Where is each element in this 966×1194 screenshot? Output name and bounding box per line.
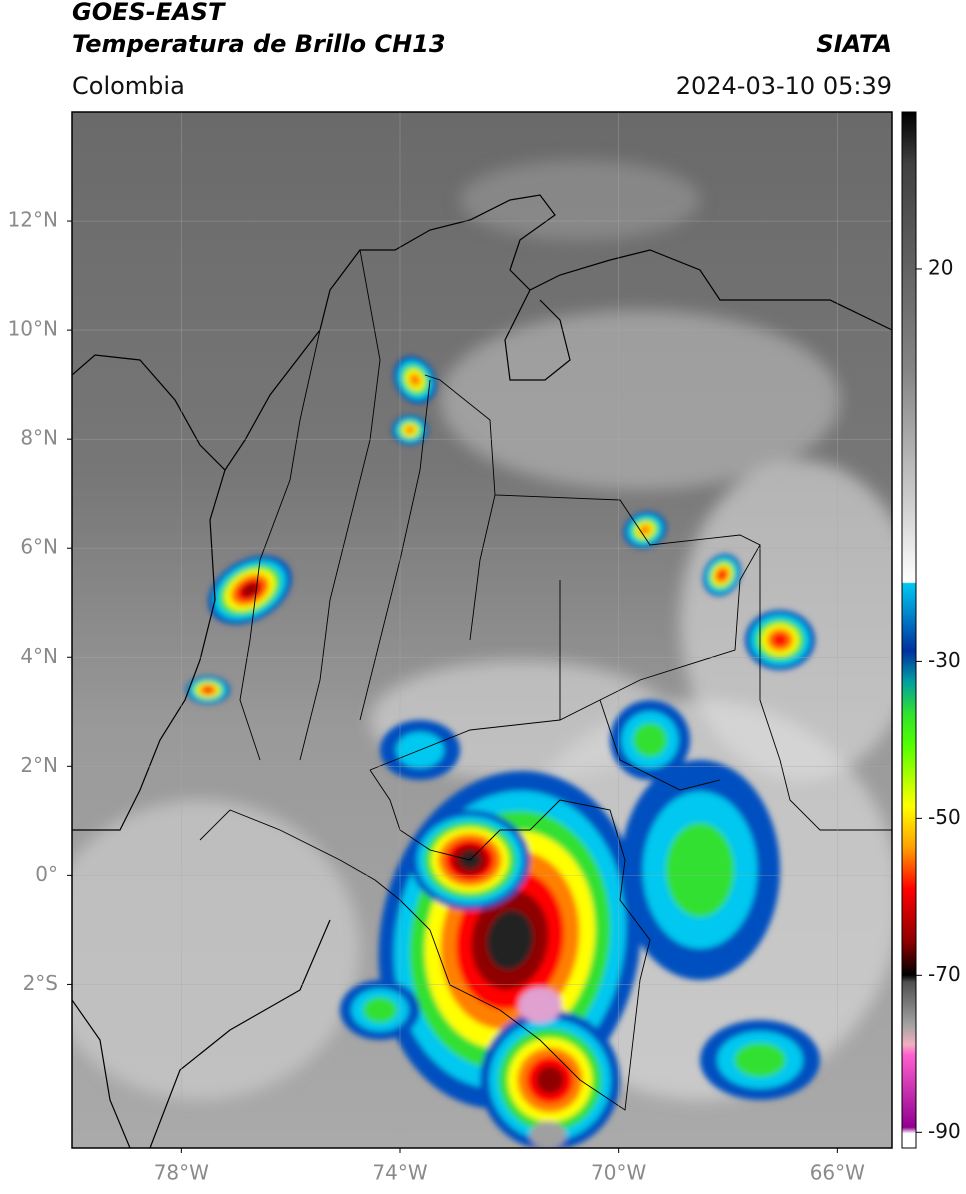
colorbar-tick-label: -30 — [928, 648, 961, 672]
title: GOES-EAST — [72, 0, 226, 26]
axis-labels: 78°W 74°W 70°W 66°W 12°N 10°N 8°N 6°N 4°N 2°N 0° 2°… — [8, 208, 866, 1185]
colorbar-tick-label: -90 — [928, 1119, 961, 1143]
y-tick-label: 2°N — [20, 753, 58, 777]
cloud-top — [518, 987, 562, 1023]
cloud-top — [409, 373, 421, 387]
cloud-top — [717, 570, 727, 580]
y-tick-label: 2°S — [23, 971, 58, 995]
x-tick-label: 70°W — [591, 1161, 646, 1185]
y-tick-label: 12°N — [8, 208, 58, 232]
x-tick-label: 78°W — [154, 1161, 209, 1185]
cloud-top — [536, 1066, 564, 1094]
cloud-top — [734, 1042, 786, 1078]
y-tick-label: 4°N — [20, 644, 58, 668]
region: Colombia — [72, 72, 185, 100]
subtitle: Temperatura de Brillo CH13 — [72, 30, 446, 58]
x-tick-label: 66°W — [810, 1161, 865, 1185]
cloud-field — [72, 160, 892, 1100]
colorbar — [901, 111, 917, 1149]
cloud-top — [405, 425, 415, 435]
y-tick-label: 8°N — [20, 426, 58, 450]
timestamp: 2024-03-10 05:39 — [676, 72, 892, 100]
satellite-image — [72, 112, 892, 1148]
map-frame — [71, 111, 893, 1149]
cloud-top — [632, 722, 668, 758]
graticule — [72, 112, 892, 1148]
colorbar-tick-label: 20 — [928, 255, 953, 279]
colorbar-tick-label: -50 — [928, 805, 961, 829]
cloud-top — [202, 686, 214, 694]
cloud-top — [486, 910, 534, 970]
colorbar-tick-label: -70 — [928, 962, 961, 986]
cloud-top — [362, 997, 398, 1023]
cloud-top — [771, 633, 789, 647]
x-tick-label: 74°W — [372, 1161, 427, 1185]
y-tick-label: 0° — [35, 862, 58, 886]
cloud-top — [241, 583, 259, 597]
source: SIATA — [816, 30, 892, 58]
cloud-top — [665, 822, 735, 918]
y-tick-label: 6°N — [20, 535, 58, 559]
y-tick-label: 10°N — [8, 317, 58, 341]
cloud-top — [530, 1121, 566, 1148]
coastlines — [72, 194, 892, 1148]
colorbar-ticks: 20 -30 -50 -70 -90 — [916, 255, 961, 1143]
